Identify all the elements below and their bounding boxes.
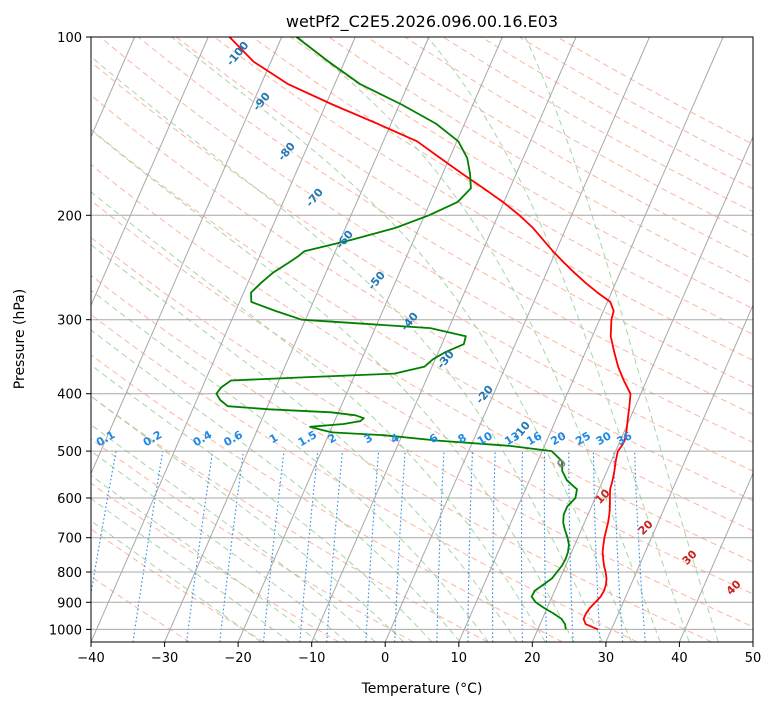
x-tick-label: 10 [451, 651, 468, 666]
x-axis-label: Temperature (°C) [361, 681, 483, 697]
y-tick-label: 500 [57, 445, 82, 460]
y-axis-label: Pressure (hPa) [12, 289, 28, 389]
x-tick-label: −10 [298, 651, 325, 666]
y-tick-label: 700 [57, 532, 82, 547]
x-tick-label: −20 [224, 651, 251, 666]
x-tick-label: 20 [524, 651, 541, 666]
x-tick-label: −40 [77, 651, 104, 666]
x-tick-label: 40 [671, 651, 688, 666]
chart-title: wetPf2_C2E5.2026.096.00.16.E03 [286, 12, 558, 32]
y-tick-label: 600 [57, 492, 82, 507]
y-tick-label: 100 [57, 31, 82, 46]
y-tick-label: 1000 [49, 623, 82, 638]
x-tick-label: 30 [598, 651, 615, 666]
y-tick-label: 400 [57, 388, 82, 403]
x-tick-label: 50 [745, 651, 762, 666]
y-tick-label: 300 [57, 314, 82, 329]
y-tick-label: 200 [57, 209, 82, 224]
y-tick-label: 800 [57, 566, 82, 581]
x-tick-label: −30 [151, 651, 178, 666]
y-tick-label: 900 [57, 596, 82, 611]
x-tick-label: 0 [381, 651, 389, 666]
